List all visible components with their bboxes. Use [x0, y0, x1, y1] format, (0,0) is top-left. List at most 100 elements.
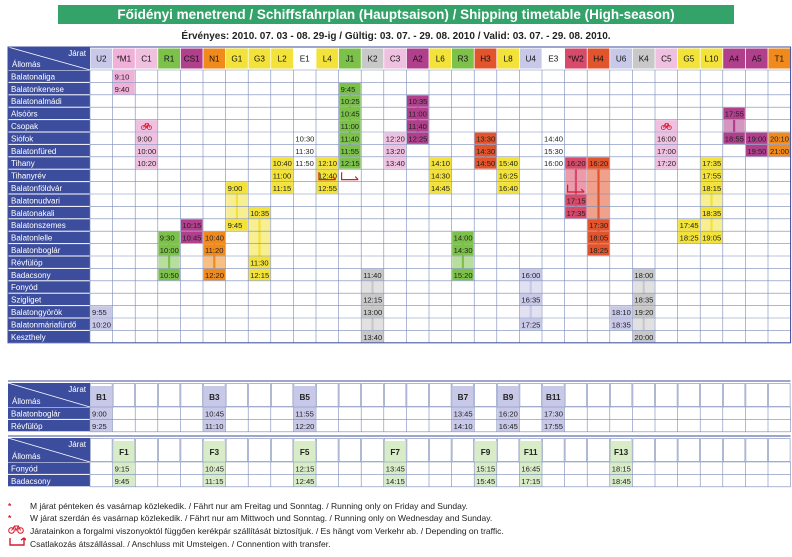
station-row-label [8, 132, 90, 144]
route-code: A5 [752, 55, 762, 64]
f-header-cell [338, 438, 362, 462]
bike-frame [662, 123, 670, 129]
b-departure-time: 11:10 [205, 422, 223, 431]
station-name: Balatonalmádi [11, 97, 62, 106]
note-bike-text: Járatainkon a forgalmi viszonyoktól függ… [30, 526, 504, 536]
b-departure-time: 16:45 [499, 422, 518, 431]
b-route-block [203, 386, 226, 432]
departure-time: 9:10 [115, 72, 130, 81]
bike-wheel [147, 125, 152, 130]
route-code: U4 [525, 55, 536, 64]
page-title: Főidényi menetrend / Schiffsfahrplan (Ha… [58, 5, 734, 24]
b-departure-time: 9:00 [92, 409, 107, 418]
route-code: A2 [413, 55, 423, 64]
station-name: Balatonakali [11, 209, 55, 218]
departure-time: 18:55 [725, 134, 744, 143]
b-header-cell [248, 383, 271, 407]
transfer-icon [318, 172, 337, 181]
b-header-cell [655, 383, 678, 407]
b-route-code: B11 [546, 393, 561, 402]
f-header-cell [429, 438, 452, 462]
departure-time: 18:35 [702, 209, 721, 218]
header-diagonal [7, 437, 91, 463]
departure-time: 9:55 [92, 308, 107, 317]
time-cell-bg [339, 157, 361, 169]
b-header-cell [180, 383, 203, 407]
time-cell-bg [226, 219, 248, 231]
time-cell-bg [158, 269, 180, 281]
time-cell-bg [271, 182, 293, 194]
note-m-symbol: * [8, 501, 12, 511]
f-header-cell [768, 438, 791, 462]
b-route-block [293, 386, 316, 432]
f-route-block [293, 441, 316, 487]
station-name: Balatonaliga [11, 72, 56, 81]
time-cell-bg [655, 157, 677, 169]
time-cell-bg [429, 169, 451, 181]
time-cell-bg [452, 269, 474, 281]
f-header-cell [564, 438, 587, 462]
time-cell-bg [271, 157, 293, 169]
time-cell-bg [339, 120, 361, 132]
route-code: U6 [616, 55, 627, 64]
station-row-label [8, 318, 90, 330]
route-code: L8 [504, 55, 514, 64]
station-row-label [8, 244, 90, 256]
station-row-label [8, 82, 90, 95]
route-code: L4 [323, 55, 333, 64]
departure-time: 16:00 [521, 271, 540, 280]
bike-wheel [666, 125, 672, 130]
station-name: Balatonmáriafürdő [11, 320, 77, 329]
route-header-L2 [271, 48, 293, 69]
time-cell-bg [181, 219, 203, 231]
time-cell-bg [316, 157, 338, 169]
f-route-code: F5 [300, 448, 310, 457]
departure-time: 18:05 [589, 234, 608, 243]
departure-time: 16:35 [521, 296, 540, 305]
departure-time: 20:00 [634, 333, 653, 342]
time-cell-bg [655, 132, 677, 144]
route-header-A4 [723, 48, 745, 69]
departure-time: 10:20 [137, 159, 156, 168]
route-code: E3 [548, 55, 558, 64]
header-route-label: Járat [68, 49, 87, 58]
route-header-A5 [745, 48, 768, 69]
departure-time: 17:20 [657, 159, 676, 168]
time-cell-bg [429, 182, 451, 194]
header-route-label: Járat [68, 440, 87, 449]
time-cell-bg [723, 107, 745, 119]
departure-time: 10:15 [182, 221, 201, 230]
time-cell-bg [565, 157, 587, 169]
station-name: Fonyód [11, 464, 38, 473]
time-cell-bg [452, 244, 474, 256]
route-code: C1 [141, 55, 152, 64]
b-departure-time: 12:20 [295, 422, 314, 431]
route-code: G5 [683, 55, 694, 64]
route-header-R1 [158, 48, 180, 69]
station-name: Balatonkenese [11, 85, 64, 94]
route-header-C1 [135, 48, 158, 69]
departure-time: 19:20 [634, 308, 653, 317]
time-cell-bg [678, 231, 700, 243]
header-station-label: Állomás [12, 60, 40, 69]
f-route-code: F9 [481, 448, 491, 457]
departure-time: 17:15 [567, 196, 586, 205]
departure-time: 12:55 [318, 184, 337, 193]
time-cell-bg [497, 157, 519, 169]
b-header-cell [406, 383, 429, 407]
route-header-E1 [293, 48, 316, 69]
time-cell-bg [135, 132, 158, 144]
departure-time: 14:10 [431, 159, 450, 168]
route-header-CS1 [180, 48, 203, 69]
time-cell-bg [587, 219, 610, 231]
station-row-label [8, 169, 90, 182]
f-header-cell [361, 438, 384, 462]
departure-time: 17:35 [702, 159, 721, 168]
departure-time: 17:55 [725, 110, 744, 119]
f-header-cell [700, 438, 723, 462]
departure-time: 11:40 [363, 271, 381, 280]
f-header-cell [745, 438, 768, 462]
f-header-cell [225, 438, 249, 462]
time-cell-bg [248, 269, 271, 281]
route-header-M1 [113, 48, 135, 69]
